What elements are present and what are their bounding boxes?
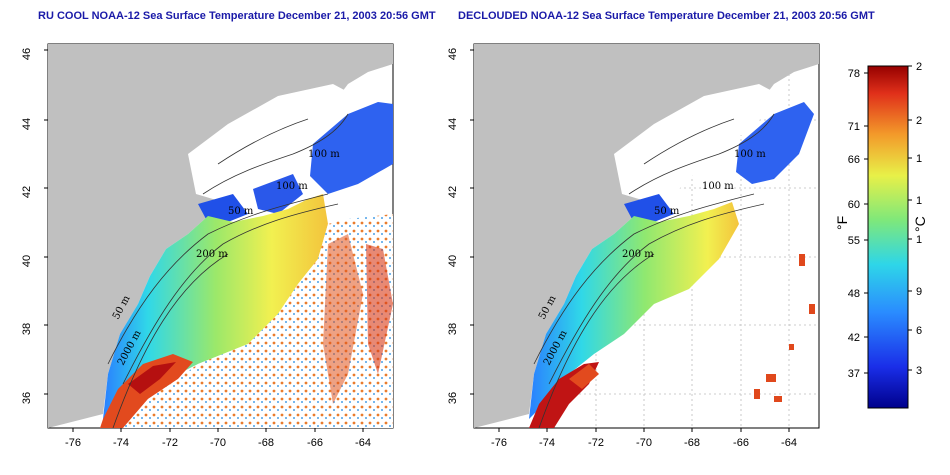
contour-label: 100 m (276, 181, 308, 192)
contour-label: 200 m (196, 249, 228, 260)
celsius-tick: 6 (916, 325, 922, 337)
lat-tick-label: 38 (447, 323, 459, 335)
lon-tick-label: -76 (491, 437, 507, 449)
right-sst-map: 100 m 100 m 50 m 200 m 50 m 2000 m 46 44… (447, 43, 820, 449)
contour-label: 50 m (654, 206, 680, 217)
land-mass (48, 44, 393, 428)
contour-label: 100 m (308, 149, 340, 160)
warm-eddy-spots (754, 254, 815, 402)
fahrenheit-tick: 55 (848, 235, 860, 247)
contour-label: 100 m (734, 149, 766, 160)
lon-tick-label: -70 (636, 437, 652, 449)
lon-tick-label: -68 (258, 437, 274, 449)
lon-tick-label: -72 (162, 437, 178, 449)
celsius-tick: 13 (916, 234, 922, 246)
lat-tick-label: 46 (447, 48, 459, 60)
lat-tick-label: 42 (21, 186, 33, 198)
contour-label: 100 m (702, 181, 734, 192)
lat-tick-label: 38 (21, 323, 33, 335)
fahrenheit-tick: 37 (848, 368, 860, 380)
fahrenheit-tick: 60 (848, 199, 860, 211)
lon-tick-label: -66 (307, 437, 323, 449)
fahrenheit-unit-label: °F (834, 215, 850, 230)
fahrenheit-tick: 66 (848, 154, 860, 166)
celsius-tick: 16 (916, 195, 922, 207)
fahrenheit-tick: 71 (848, 121, 860, 133)
celsius-unit-label: °C (912, 216, 928, 232)
lat-tick-label: 44 (447, 118, 459, 130)
lon-tick-label: -64 (781, 437, 797, 449)
lon-tick-label: -66 (733, 437, 749, 449)
fahrenheit-tick: 78 (848, 68, 860, 80)
fahrenheit-tick: 48 (848, 288, 860, 300)
lon-tick-label: -74 (539, 437, 555, 449)
lon-tick-label: -68 (684, 437, 700, 449)
lat-tick-label: 40 (447, 255, 459, 267)
land-mass (474, 44, 819, 428)
lon-tick-label: -64 (355, 437, 371, 449)
right-map-title: DECLOUDED NOAA-12 Sea Surface Temperatur… (458, 10, 875, 22)
sst-data-region (529, 202, 739, 419)
lat-tick-label: 40 (21, 255, 33, 267)
lat-tick-label: 46 (21, 48, 33, 60)
fahrenheit-tick: 42 (848, 332, 860, 344)
celsius-tick: 19 (916, 153, 922, 165)
lon-tick-label: -70 (210, 437, 226, 449)
celsius-tick: 3 (916, 365, 922, 377)
lat-tick-label: 36 (447, 392, 459, 404)
left-sst-map: 100 m 100 m 50 m 200 m 50 m 2000 m 46 44… (21, 43, 394, 449)
temperature-colorbar: 78 71 66 60 55 48 42 37 26 22 19 16 13 9… (822, 61, 928, 417)
celsius-tick: 22 (916, 115, 922, 127)
contour-label: 200 m (622, 249, 654, 260)
left-map-title: RU COOL NOAA-12 Sea Surface Temperature … (38, 10, 436, 22)
lon-tick-label: -74 (113, 437, 129, 449)
celsius-tick: 26 (916, 62, 922, 73)
lon-tick-label: -72 (588, 437, 604, 449)
lat-tick-label: 42 (447, 186, 459, 198)
celsius-tick: 9 (916, 286, 922, 298)
contour-label: 50 m (228, 206, 254, 217)
lat-tick-label: 36 (21, 392, 33, 404)
lat-tick-label: 44 (21, 118, 33, 130)
lon-tick-label: -76 (65, 437, 81, 449)
